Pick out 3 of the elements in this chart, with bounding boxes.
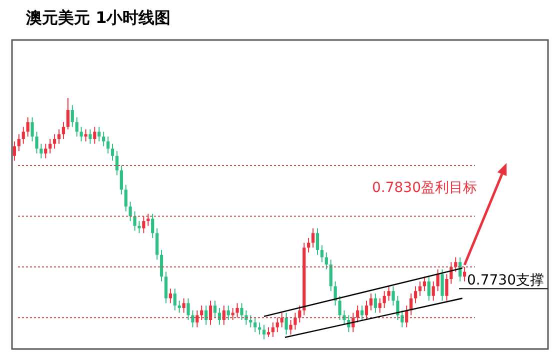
annotation: 0.7830盈利目标 [372, 180, 477, 196]
chart-title: 澳元美元 1小时线图 [25, 8, 171, 27]
ref-line-label: 0.7730支撑 [467, 272, 544, 289]
